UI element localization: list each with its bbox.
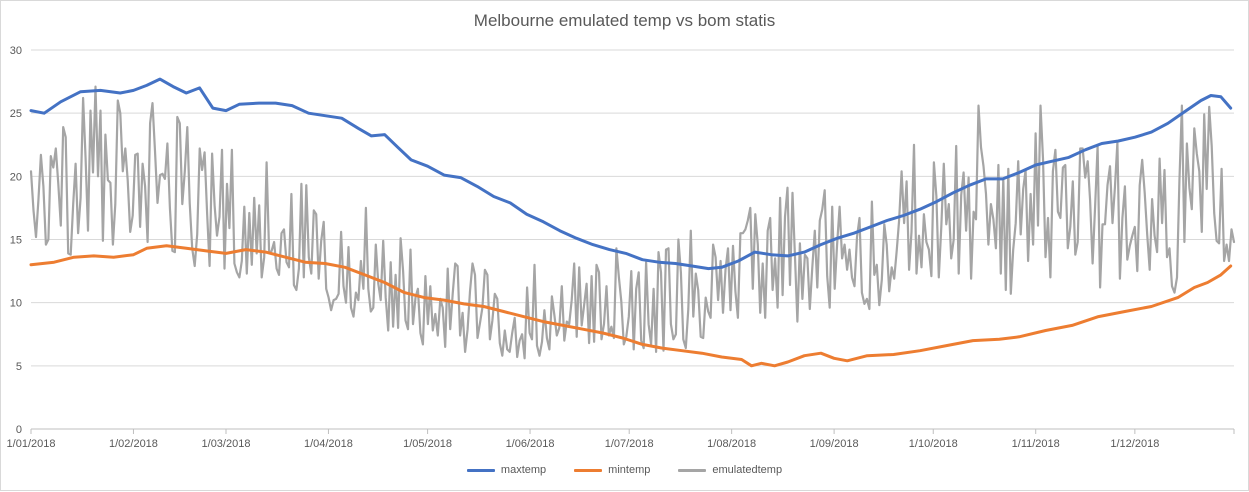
series-line-mintemp [29, 244, 1233, 368]
legend-label-emulatedtemp: emulatedtemp [712, 464, 783, 476]
y-tick-label: 20 [10, 171, 22, 183]
y-tick-label: 10 [10, 298, 22, 310]
legend-label-maxtemp: maxtemp [500, 464, 547, 476]
x-tick-label: 1/08/2018 [707, 438, 756, 450]
y-tick-label: 30 [10, 45, 22, 57]
series-line-emulatedtemp [29, 85, 1236, 360]
x-tick-label: 1/04/2018 [304, 438, 353, 450]
legend-swatch-maxtemp [466, 468, 495, 472]
x-tick-label: 1/05/2018 [403, 438, 452, 450]
legend-swatch-mintemp [574, 468, 603, 472]
chart-title: Melbourne emulated temp vs bom statis [473, 11, 776, 30]
x-tick-label: 1/06/2018 [506, 438, 555, 450]
y-tick-label: 25 [10, 108, 22, 120]
legend-swatch-emulatedtemp [678, 468, 707, 472]
x-tick-label: 1/07/2018 [605, 438, 654, 450]
legend-item-maxtemp: maxtemp [466, 464, 547, 476]
x-tick-label: 1/12/2018 [1110, 438, 1159, 450]
x-tick-label: 1/10/2018 [909, 438, 958, 450]
x-tick-label: 1/02/2018 [109, 438, 158, 450]
y-tick-label: 15 [10, 235, 22, 247]
y-tick-label: 0 [16, 424, 22, 436]
legend-item-emulatedtemp: emulatedtemp [678, 464, 782, 476]
x-tick-label: 1/03/2018 [202, 438, 251, 450]
series-line-maxtemp [29, 77, 1233, 271]
legend-label-mintemp: mintemp [608, 464, 651, 476]
x-tick-label: 1/11/2018 [1012, 438, 1060, 450]
legend-item-mintemp: mintemp [574, 464, 650, 476]
legend: maxtemp mintemp emulatedtemp [1, 464, 1248, 476]
x-tick-label: 1/09/2018 [810, 438, 859, 450]
y-tick-label: 5 [16, 361, 22, 373]
x-tick-label: 1/01/2018 [7, 438, 56, 450]
